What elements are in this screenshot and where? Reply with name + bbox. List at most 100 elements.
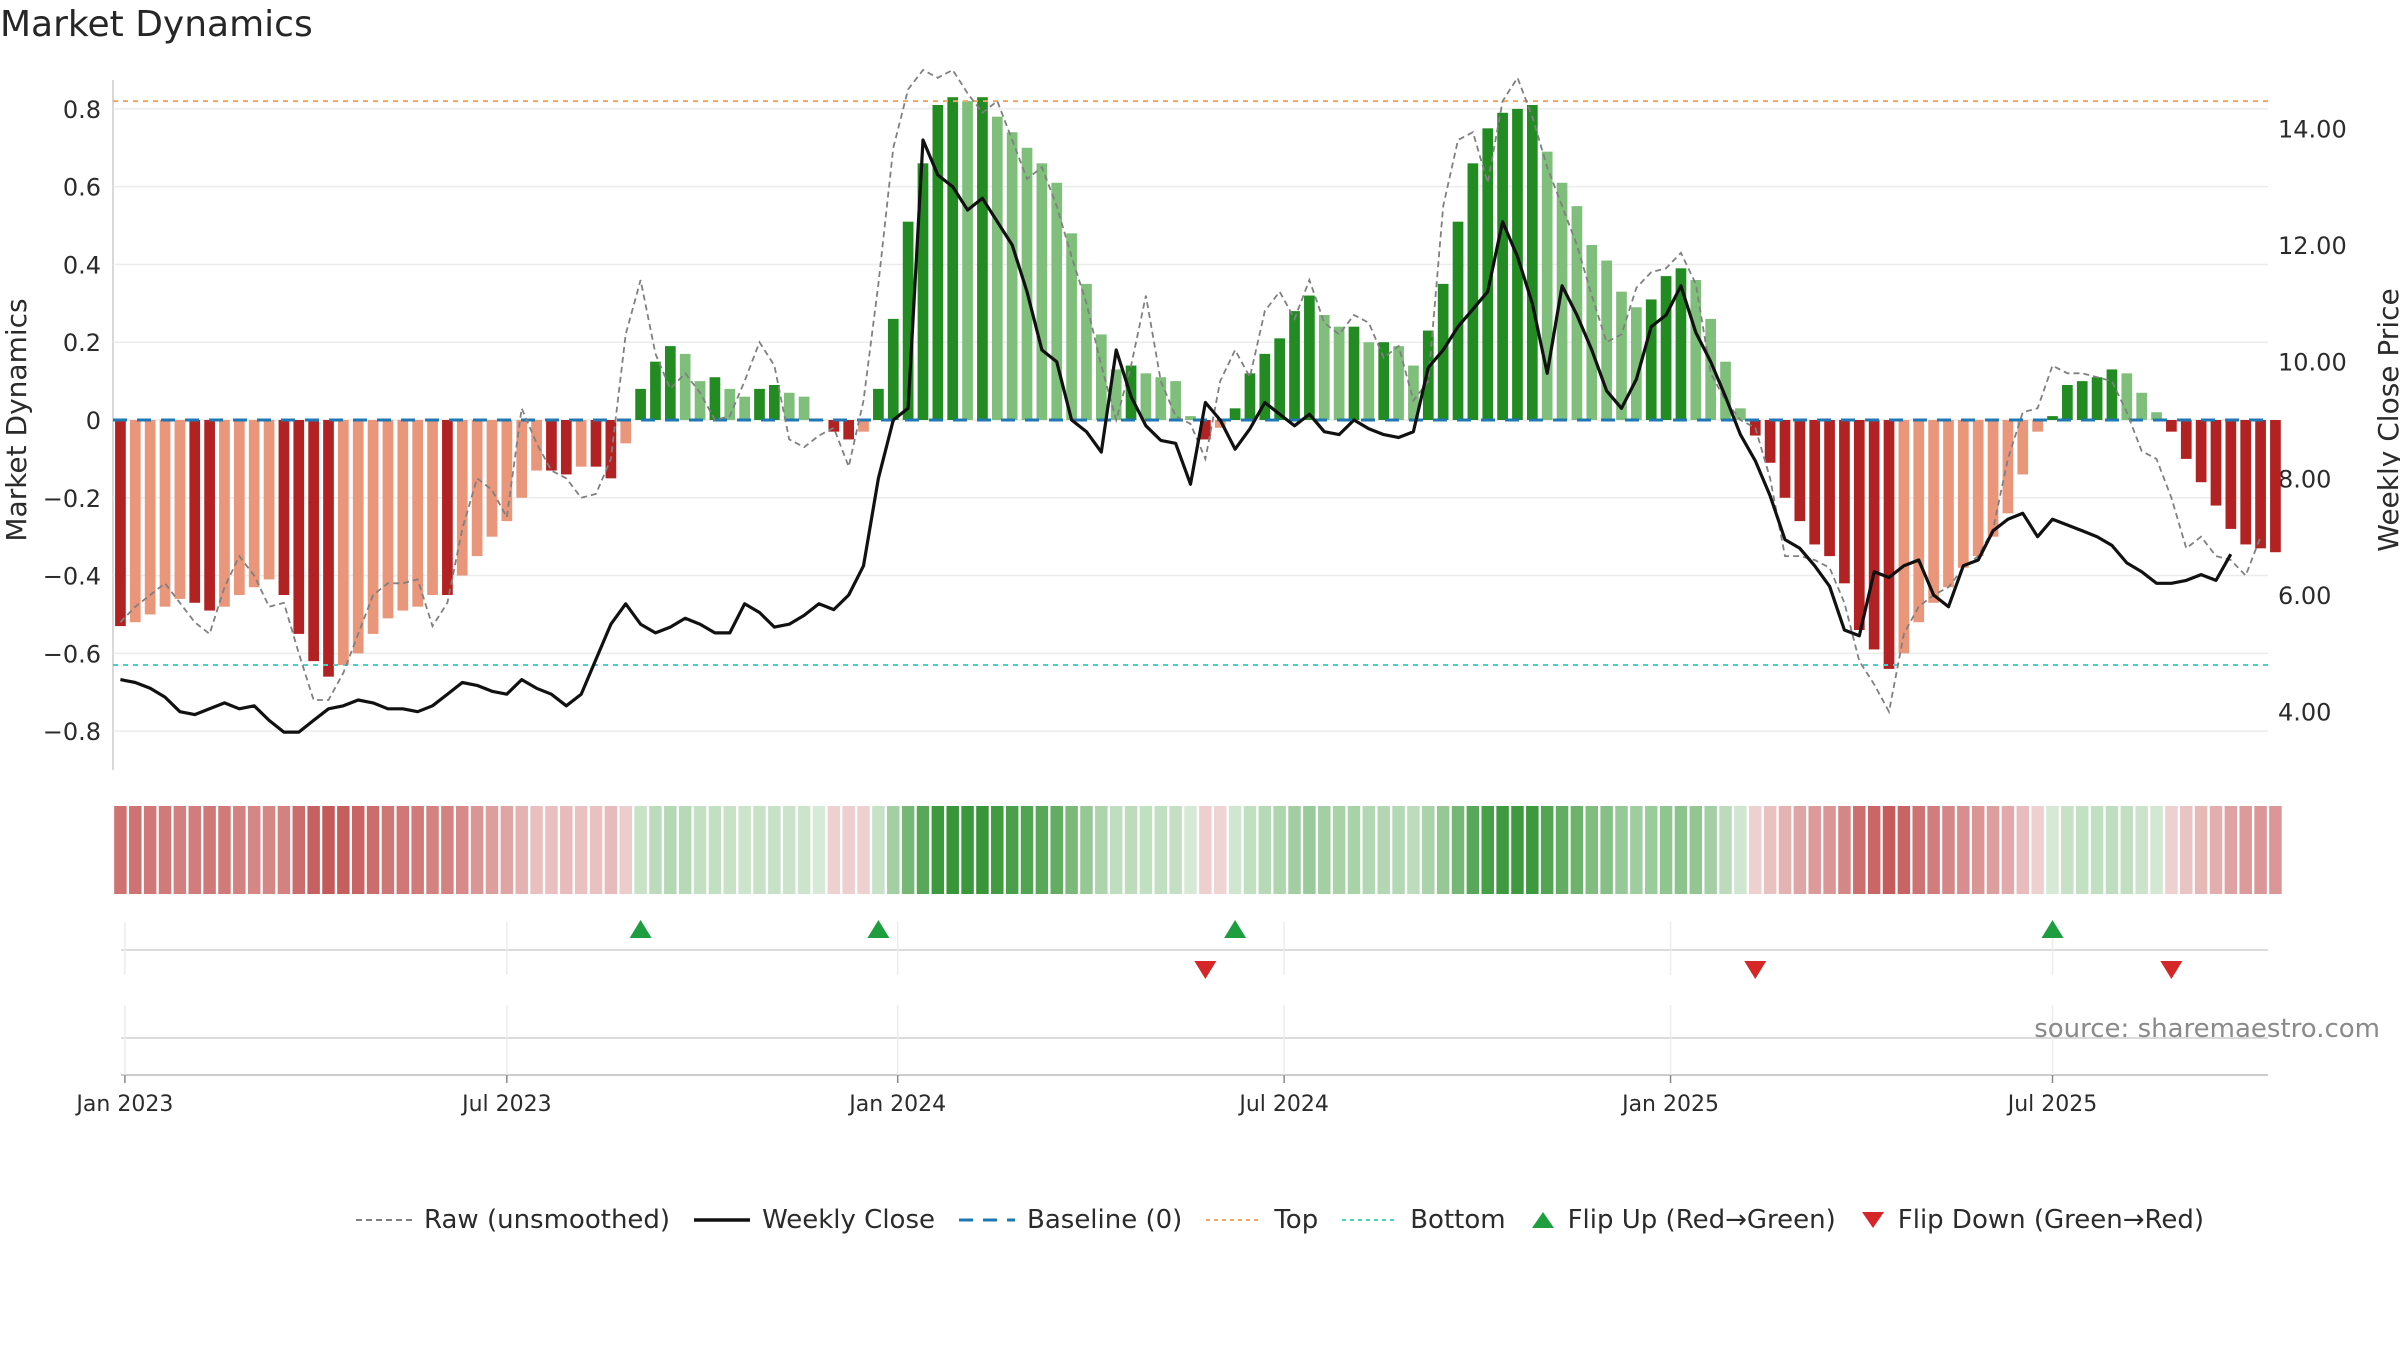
regime-strip-cell <box>1585 806 1599 894</box>
regime-strip-cell <box>678 806 692 894</box>
regime-strip-cell <box>931 806 945 894</box>
histogram-bar <box>1274 338 1286 420</box>
histogram-bar <box>1898 420 1910 654</box>
regime-strip-cell <box>337 806 350 894</box>
flip-down-marker <box>1744 961 1767 979</box>
regime-strip-cell <box>1169 806 1182 894</box>
regime-strip-cell <box>708 806 722 894</box>
regime-strip-cell <box>1303 806 1316 894</box>
regime-strip-cell <box>2254 806 2267 894</box>
regime-strip-cell <box>307 806 320 894</box>
legend-item-close: Weekly Close <box>692 1205 935 1235</box>
histogram-bar <box>1036 163 1048 421</box>
histogram-bar <box>1289 311 1300 420</box>
histogram-bar <box>1363 342 1375 420</box>
histogram-bar <box>1200 420 1211 440</box>
histogram-bar <box>709 377 721 420</box>
regime-strip-cell <box>1867 806 1881 894</box>
regime-strip-cell <box>1808 806 1821 894</box>
regime-strip-cell <box>2090 806 2104 894</box>
regime-strip-cell <box>456 806 469 894</box>
regime-strip-cell <box>1154 806 1168 894</box>
y-tick-label: −0.4 <box>43 563 101 591</box>
histogram-bar <box>427 420 438 595</box>
regime-strip-cell <box>1763 806 1777 894</box>
histogram-bar <box>1318 315 1330 420</box>
histogram-bar <box>858 420 869 432</box>
histogram-bar <box>338 420 349 665</box>
regime-strip-cell <box>351 806 365 894</box>
regime-strip-cell <box>1674 806 1688 894</box>
histogram-bar <box>2210 420 2222 506</box>
regime-strip-cell <box>381 806 395 894</box>
histogram-bar <box>546 420 557 471</box>
histogram-bar <box>635 388 646 420</box>
histogram-bar <box>605 420 617 479</box>
regime-strip-cell <box>649 806 662 894</box>
x-tick-label: Jan 2025 <box>1620 1092 1719 1117</box>
regime-strip-cell <box>1184 806 1197 894</box>
histogram-bar <box>1170 381 1181 420</box>
histogram-bar <box>293 420 305 634</box>
regime-strip-cell <box>1600 806 1613 894</box>
regime-strip-cell <box>1823 806 1836 894</box>
histogram-bar <box>1943 420 1954 588</box>
histogram-bar <box>1467 163 1479 421</box>
regime-strip-cell <box>1124 806 1138 894</box>
regime-strip-cell <box>1481 806 1494 894</box>
regime-strip-cell <box>2269 806 2282 894</box>
regime-strip-cell <box>1436 806 1450 894</box>
y2-tick-label: 6.00 <box>2278 582 2331 610</box>
dotted-line-icon <box>1206 1219 1263 1221</box>
histogram-bar <box>278 420 290 595</box>
regime-strip-cell <box>470 806 484 894</box>
histogram-bar <box>352 420 364 654</box>
histogram-bar <box>620 420 632 444</box>
histogram-bar <box>1883 420 1895 669</box>
regime-strip-cell <box>753 806 766 894</box>
regime-strip-cell <box>2180 806 2193 894</box>
regime-strip-cell <box>485 806 499 894</box>
regime-strip-cell <box>143 806 157 894</box>
legend-label: Baseline (0) <box>1027 1205 1183 1235</box>
legend-item-flip_down: Flip Down (Green→Red) <box>1858 1205 2204 1235</box>
legend-item-baseline: Baseline (0) <box>957 1205 1182 1235</box>
histogram-bar <box>2270 420 2281 553</box>
regime-strip-cell <box>1778 806 1792 894</box>
histogram-bar <box>1556 182 1568 420</box>
regime-strip-cell <box>1570 806 1584 894</box>
histogram-bar <box>590 420 602 467</box>
regime-strip-cell <box>723 806 737 894</box>
regime-strip-cell <box>1377 806 1390 894</box>
histogram-bar <box>1006 132 1018 420</box>
histogram-bar <box>1229 408 1241 420</box>
x-tick-label: Jul 2025 <box>2006 1092 2098 1117</box>
histogram-bar <box>1794 420 1806 522</box>
regime-strip-cell <box>2001 806 2015 894</box>
flip-up-marker <box>2041 920 2064 938</box>
histogram-bar <box>783 392 795 420</box>
regime-strip-cell <box>1496 806 1509 894</box>
histogram-bar <box>724 388 736 420</box>
dashed-line-icon <box>959 1218 1015 1222</box>
x-tick-label: Jul 2023 <box>460 1092 552 1117</box>
legend-label: Raw (unsmoothed) <box>424 1205 671 1235</box>
regime-strip-cell <box>1392 806 1405 894</box>
regime-strip-cell <box>1555 806 1569 894</box>
histogram-bar <box>1408 365 1419 420</box>
regime-strip-cell <box>1199 806 1212 894</box>
histogram-bar <box>1021 147 1033 420</box>
regime-strip-cell <box>589 806 603 894</box>
legend-label: Flip Down (Green→Red) <box>1897 1205 2205 1235</box>
histogram-bar <box>1185 416 1196 420</box>
histogram-bar <box>1244 373 1256 420</box>
histogram-bar <box>560 420 572 475</box>
regime-strip-cell <box>1912 806 1925 894</box>
histogram-bar <box>2225 420 2237 529</box>
histogram-bar <box>2151 412 2162 420</box>
histogram-bar <box>2091 377 2103 420</box>
histogram-bar <box>887 318 899 420</box>
histogram-bar <box>501 420 513 522</box>
regime-strip-cell <box>946 806 959 894</box>
